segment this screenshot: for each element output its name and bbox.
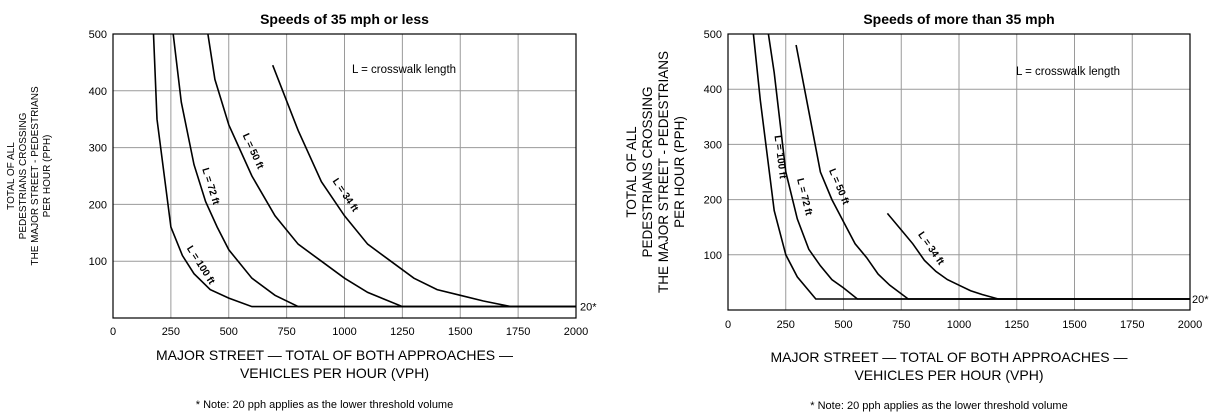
y-axis-label: PEDESTRIANS CROSSING <box>18 112 29 239</box>
y-tick-label: 400 <box>704 84 722 96</box>
x-tick-label: 250 <box>777 319 795 331</box>
series-label: L = 50 ft <box>240 132 266 172</box>
chart-title: Speeds of more than 35 mph <box>863 11 1054 27</box>
series-label: L = 72 ft <box>199 167 221 207</box>
x-tick-label: 2000 <box>564 326 588 338</box>
crosswalk-length-annotation: L = crosswalk length <box>1016 66 1120 78</box>
series-line-72ft <box>172 33 576 308</box>
series-line-100ft <box>152 33 576 308</box>
y-tick-label: 100 <box>704 250 722 262</box>
series-label: L = 50 ft <box>826 167 851 207</box>
y-tick-label: 500 <box>89 29 107 41</box>
y-tick-label: 400 <box>89 86 107 98</box>
chart-right-svg: Speeds of more than 35 mph 0 250 500 750 1000… <box>624 11 1209 412</box>
y-axis-label: TOTAL OF ALL <box>624 126 639 218</box>
series-label: L = 100 ft <box>772 135 788 180</box>
x-axis-label: VEHICLES PER HOUR (VPH) <box>240 365 429 381</box>
plot-frame <box>727 33 1191 311</box>
y-tick-label: 200 <box>89 199 107 211</box>
chart-speeds-35-or-less: Speeds of 35 mph or less 0 250 500 750 1000 12… <box>0 0 600 414</box>
chart-title: Speeds of 35 mph or less <box>260 11 429 27</box>
y-axis-label: PER HOUR (PPH) <box>42 135 53 218</box>
y-axis-label: THE MAJOR STREET - PEDESTRIANS <box>656 51 671 293</box>
x-tick-label: 1500 <box>1062 319 1086 331</box>
chart-left-svg: Speeds of 35 mph or less 0 250 500 750 1000 12… <box>6 11 597 411</box>
series-label: L = 34 ft <box>915 230 946 268</box>
y-tick-label: 300 <box>89 143 107 155</box>
x-tick-label: 1500 <box>448 326 472 338</box>
series-line-34ft <box>886 212 1190 300</box>
x-tick-label: 1250 <box>1005 319 1029 331</box>
x-axis-label: MAJOR STREET — TOTAL OF BOTH APPROACHES … <box>156 347 513 363</box>
y-tick-label: 500 <box>704 29 722 41</box>
x-axis-label: MAJOR STREET — TOTAL OF BOTH APPROACHES … <box>770 349 1127 365</box>
y-tick-label: 200 <box>704 195 722 207</box>
x-tick-label: 250 <box>162 326 180 338</box>
crosswalk-length-annotation: L = crosswalk length <box>352 64 456 76</box>
y-axis-label: TOTAL OF ALL <box>6 142 17 210</box>
x-tick-label: 1750 <box>506 326 530 338</box>
x-tick-label: 1750 <box>1120 319 1144 331</box>
x-tick-label: 1250 <box>390 326 414 338</box>
threshold-label: 20* <box>1192 294 1209 306</box>
series-line-34ft <box>271 64 576 308</box>
series-line-100ft <box>752 33 1190 300</box>
x-tick-label: 500 <box>220 326 238 338</box>
y-axis-label: PEDESTRIANS CROSSING <box>640 86 655 257</box>
series-line-50ft <box>795 44 1190 300</box>
series-label: L = 34 ft <box>330 177 361 215</box>
y-axis-label: THE MAJOR STREET - PEDESTRIANS <box>30 86 41 266</box>
plot-frame <box>112 33 577 319</box>
series-line-72ft <box>767 33 1190 300</box>
threshold-label: 20* <box>580 302 597 314</box>
footnote: * Note: 20 pph applies as the lower thre… <box>196 399 453 411</box>
series-label: L = 72 ft <box>794 177 814 217</box>
x-axis-label: VEHICLES PER HOUR (VPH) <box>854 367 1043 383</box>
x-tick-label: 750 <box>277 326 295 338</box>
series-line-50ft <box>207 33 576 308</box>
y-tick-label: 100 <box>89 256 107 268</box>
y-tick-label: 300 <box>704 139 722 151</box>
x-tick-label: 1000 <box>947 319 971 331</box>
x-tick-label: 500 <box>834 319 852 331</box>
x-tick-label: 0 <box>110 326 116 338</box>
y-axis-label: PER HOUR (PPH) <box>672 116 687 228</box>
x-tick-label: 750 <box>892 319 910 331</box>
x-tick-label: 2000 <box>1178 319 1202 331</box>
chart-speeds-more-than-35: Speeds of more than 35 mph 0 250 500 750 1000… <box>608 0 1213 414</box>
x-tick-label: 1000 <box>332 326 356 338</box>
footnote: * Note: 20 pph applies as the lower thre… <box>810 400 1067 412</box>
x-tick-label: 0 <box>725 319 731 331</box>
